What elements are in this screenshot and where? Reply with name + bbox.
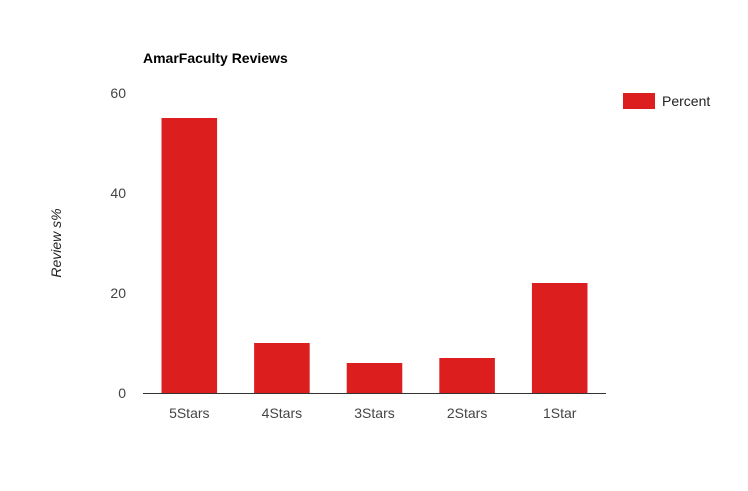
y-axis-ticks: 0 20 40 60: [110, 85, 126, 401]
y-tick-label: 40: [110, 185, 126, 201]
x-tick-label: 2Stars: [447, 405, 487, 421]
legend: Percent: [623, 93, 710, 109]
x-tick-label: 4Stars: [262, 405, 302, 421]
bar[interactable]: [531, 283, 588, 393]
legend-label-percent: Percent: [662, 93, 710, 109]
y-tick-label: 0: [118, 385, 126, 401]
chart-title: AmarFaculty Reviews: [143, 50, 288, 66]
legend-swatch-percent: [623, 93, 655, 109]
y-tick-label: 60: [110, 85, 126, 101]
bar[interactable]: [346, 363, 403, 393]
x-tick-label: 5Stars: [169, 405, 209, 421]
bars-group: [161, 118, 588, 393]
bar[interactable]: [254, 343, 310, 393]
x-tick-label: 3Stars: [354, 405, 394, 421]
y-axis-label: Review s%: [48, 208, 64, 277]
y-tick-label: 20: [110, 285, 126, 301]
bar[interactable]: [161, 118, 218, 393]
x-axis-ticks: 5Stars 4Stars 3Stars 2Stars 1Star: [169, 405, 577, 421]
x-tick-label: 1Star: [543, 405, 577, 421]
bar[interactable]: [439, 358, 495, 393]
